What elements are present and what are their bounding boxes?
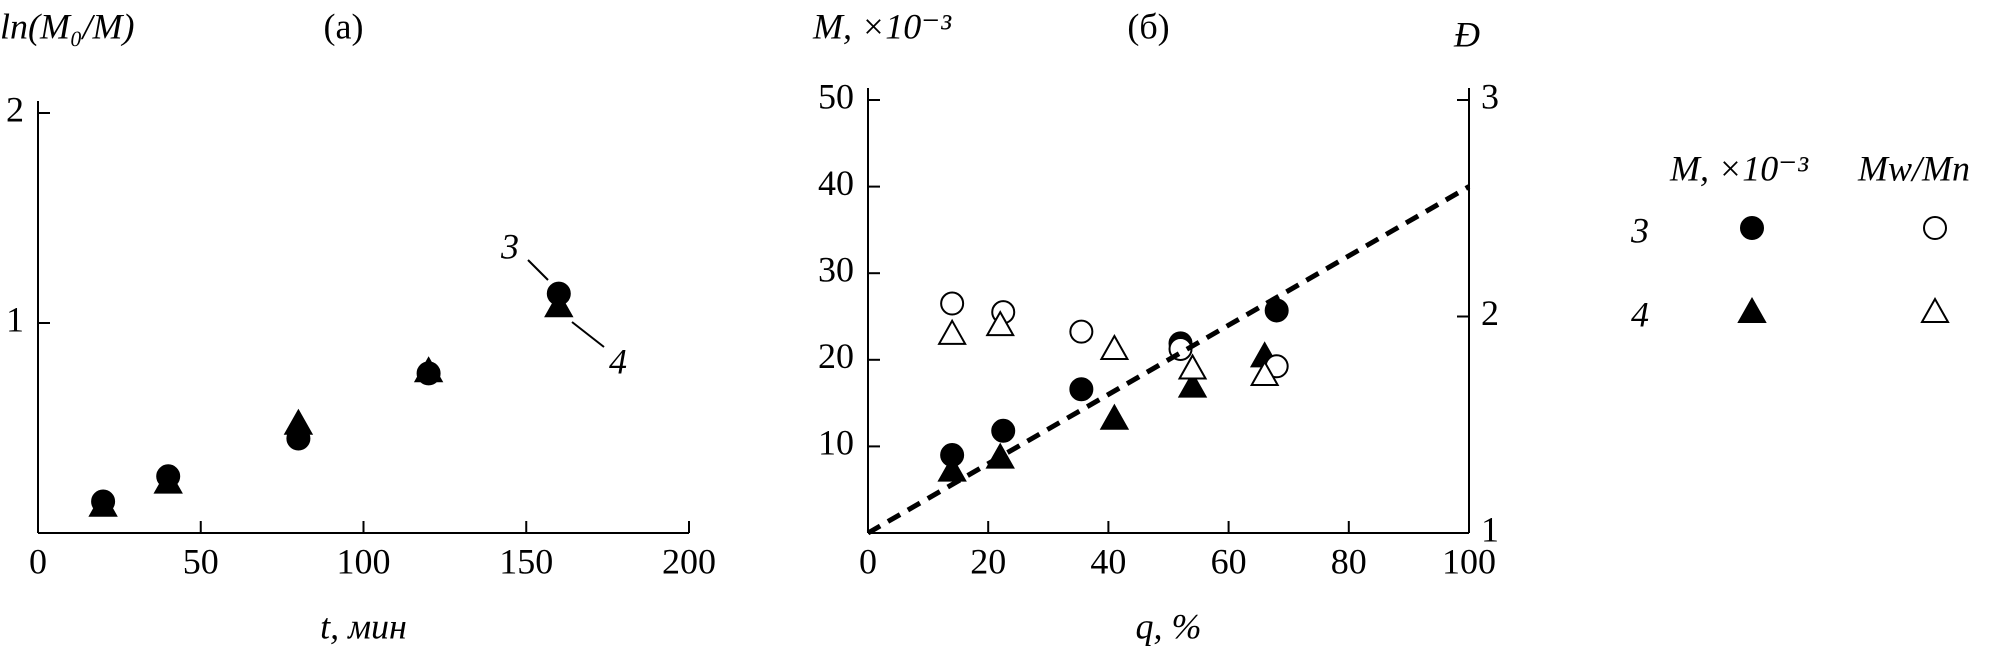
- legend-label: 3: [1630, 210, 1649, 250]
- data-point: [937, 455, 967, 482]
- data-point: [937, 318, 967, 345]
- data-point: [1099, 403, 1130, 430]
- y-tick-label: 50: [818, 76, 854, 116]
- data-point: [88, 490, 118, 517]
- x-tick-label: 0: [29, 541, 47, 581]
- y2-tick-label: 3: [1481, 76, 1499, 116]
- y2-axis-label: Đ: [1453, 14, 1480, 54]
- annotation: 3: [500, 226, 519, 266]
- x-tick-label: 150: [499, 541, 553, 581]
- annotation: 4: [609, 341, 627, 381]
- y-axis-label: ln(M₀/M): [0, 6, 134, 46]
- legend-marker: [1923, 216, 1947, 240]
- data-point: [1249, 359, 1280, 386]
- data-point: [1177, 371, 1208, 398]
- x-tick-label: 100: [337, 541, 391, 581]
- x-tick-label: 40: [1090, 541, 1126, 581]
- legend-marker: [1737, 296, 1767, 323]
- data-point: [1069, 377, 1094, 402]
- legend-header: M, ×10⁻³: [1669, 148, 1809, 188]
- trend-line: [866, 184, 1471, 536]
- annotation-leader: [571, 321, 605, 348]
- x-tick-label: 0: [859, 541, 877, 581]
- data-point: [991, 418, 1016, 443]
- y2-tick-label: 2: [1481, 293, 1499, 333]
- legend-label: 4: [1631, 294, 1649, 334]
- x-axis-label: q, %: [1136, 606, 1202, 646]
- y-axis-label: M, ×10⁻³: [812, 6, 952, 46]
- y-tick-label: 10: [818, 423, 854, 463]
- x-tick-label: 80: [1331, 541, 1367, 581]
- x-tick-label: 200: [662, 541, 716, 581]
- annotation-leader: [527, 259, 549, 281]
- x-axis-label: t, мин: [320, 606, 407, 646]
- data-point: [283, 408, 314, 435]
- data-point: [940, 291, 965, 316]
- y-tick-label: 40: [818, 163, 854, 203]
- y-tick-label: 1: [6, 299, 24, 339]
- legend-marker: [1920, 296, 1950, 323]
- y-tick-label: 20: [818, 336, 854, 376]
- x-tick-label: 20: [970, 541, 1006, 581]
- data-point: [1177, 353, 1208, 380]
- x-tick-label: 100: [1442, 541, 1496, 581]
- data-point: [544, 291, 574, 318]
- y-tick-label: 2: [6, 89, 24, 129]
- y2-tick-label: 1: [1481, 509, 1499, 549]
- legend-header: Mw/Mn: [1857, 148, 1970, 188]
- x-tick-label: 60: [1211, 541, 1247, 581]
- x-tick-label: 50: [183, 541, 219, 581]
- data-point: [153, 467, 183, 494]
- panel-title: (a): [324, 6, 364, 46]
- data-point: [1099, 333, 1130, 360]
- data-point: [1069, 319, 1094, 344]
- panel-title: (б): [1127, 6, 1169, 46]
- legend-marker: [1740, 216, 1764, 240]
- data-point: [985, 310, 1015, 337]
- data-point: [413, 356, 444, 383]
- y-tick-label: 30: [818, 249, 854, 289]
